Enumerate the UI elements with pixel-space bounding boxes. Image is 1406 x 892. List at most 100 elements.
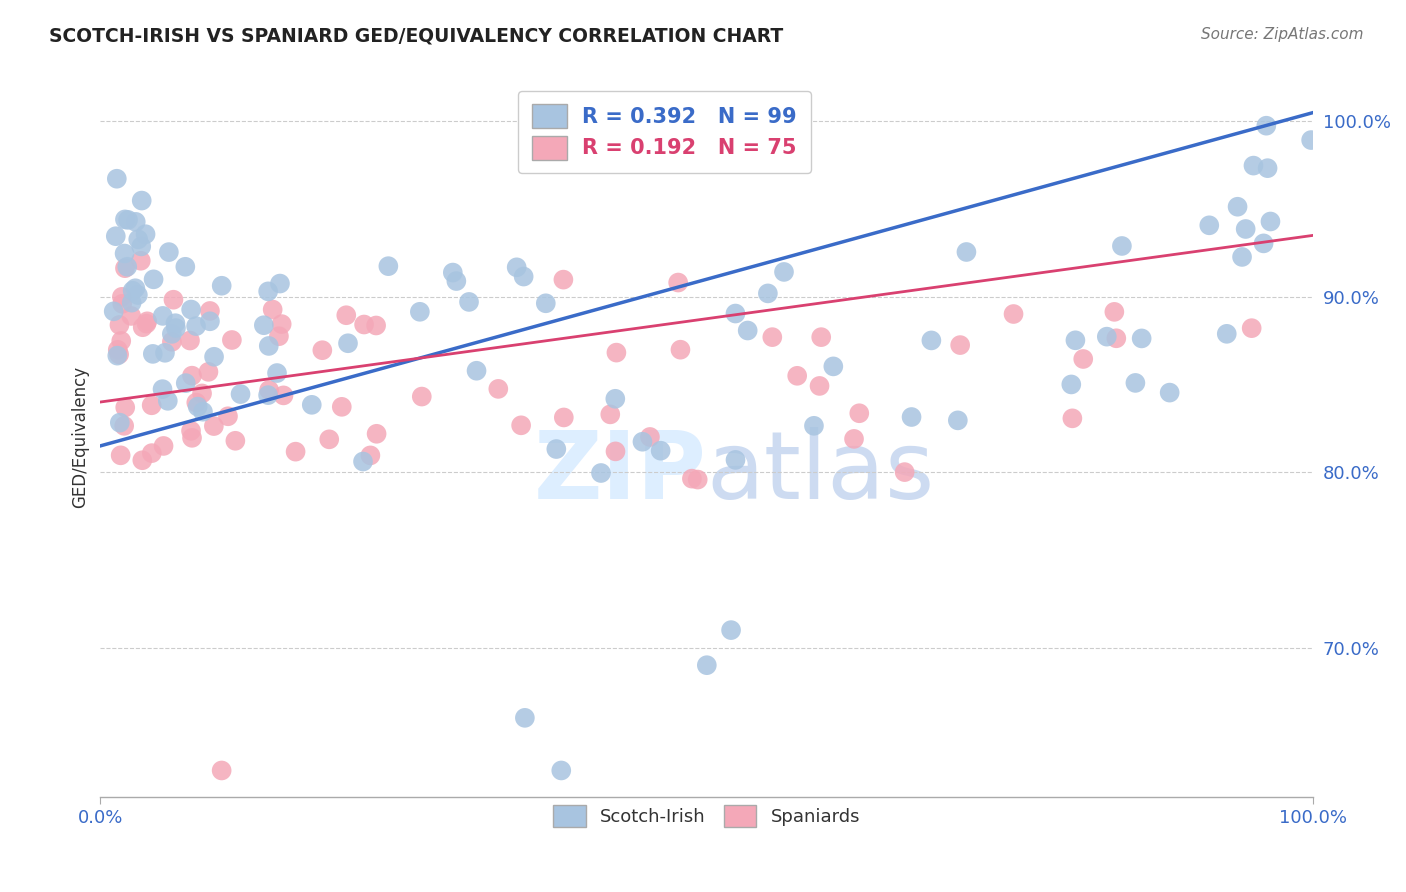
Point [546, 442, 568, 456]
Point [127, 232, 149, 246]
Point [366, 318, 388, 333]
Point [120, 309, 142, 323]
Point [1257, 161, 1279, 176]
Point [446, 274, 468, 288]
Point [949, 338, 972, 352]
Point [1198, 219, 1220, 233]
Point [174, 260, 197, 274]
Point [1060, 377, 1083, 392]
Point [174, 376, 197, 390]
Point [111, 290, 134, 304]
Point [1062, 411, 1084, 425]
Point [366, 426, 388, 441]
Point [1159, 385, 1181, 400]
Point [352, 454, 374, 468]
Point [720, 623, 742, 637]
Y-axis label: GED/Equivalency: GED/Equivalency [72, 366, 89, 508]
Point [257, 383, 280, 397]
Point [510, 418, 533, 433]
Point [848, 406, 870, 420]
Point [160, 326, 183, 341]
Point [142, 272, 165, 286]
Point [756, 286, 779, 301]
Point [181, 368, 204, 383]
Point [141, 398, 163, 412]
Point [111, 297, 134, 311]
Point [1064, 333, 1087, 347]
Point [1230, 250, 1253, 264]
Point [270, 317, 292, 331]
Point [202, 350, 225, 364]
Point [1111, 239, 1133, 253]
Point [686, 473, 709, 487]
Point [1105, 331, 1128, 345]
Point [605, 392, 627, 406]
Point [900, 409, 922, 424]
Point [191, 386, 214, 401]
Point [262, 302, 284, 317]
Point [121, 295, 143, 310]
Point [129, 253, 152, 268]
Point [104, 229, 127, 244]
Point [335, 308, 357, 322]
Point [893, 465, 915, 479]
Point [631, 434, 654, 449]
Point [108, 318, 131, 332]
Point [330, 400, 353, 414]
Point [141, 446, 163, 460]
Point [318, 433, 340, 447]
Point [638, 430, 661, 444]
Point [441, 266, 464, 280]
Point [1301, 133, 1323, 147]
Point [135, 227, 157, 242]
Point [513, 711, 536, 725]
Point [553, 272, 575, 286]
Point [108, 347, 131, 361]
Text: ZIP: ZIP [534, 427, 707, 519]
Point [105, 171, 128, 186]
Point [135, 317, 157, 331]
Point [773, 265, 796, 279]
Point [156, 393, 179, 408]
Point [152, 309, 174, 323]
Point [273, 388, 295, 402]
Point [114, 401, 136, 415]
Point [152, 382, 174, 396]
Point [810, 330, 832, 344]
Point [842, 432, 865, 446]
Point [1243, 159, 1265, 173]
Point [198, 314, 221, 328]
Point [1071, 351, 1094, 366]
Point [650, 443, 672, 458]
Point [1240, 321, 1263, 335]
Text: SCOTCH-IRISH VS SPANIARD GED/EQUIVALENCY CORRELATION CHART: SCOTCH-IRISH VS SPANIARD GED/EQUIVALENCY… [49, 27, 783, 45]
Point [1002, 307, 1025, 321]
Point [127, 288, 149, 302]
Point [165, 316, 187, 330]
Point [142, 347, 165, 361]
Point [257, 285, 280, 299]
Point [229, 387, 252, 401]
Point [211, 764, 233, 778]
Point [191, 405, 214, 419]
Point [1125, 376, 1147, 390]
Point [465, 364, 488, 378]
Point [184, 319, 207, 334]
Point [125, 215, 148, 229]
Point [224, 434, 246, 448]
Point [786, 368, 808, 383]
Point [696, 658, 718, 673]
Text: atlas: atlas [707, 427, 935, 519]
Point [105, 349, 128, 363]
Point [211, 278, 233, 293]
Point [284, 444, 307, 458]
Point [486, 382, 509, 396]
Point [311, 343, 333, 358]
Point [181, 431, 204, 445]
Point [1130, 331, 1153, 345]
Point [955, 244, 977, 259]
Point [512, 269, 534, 284]
Point [110, 448, 132, 462]
Point [186, 395, 208, 409]
Point [301, 398, 323, 412]
